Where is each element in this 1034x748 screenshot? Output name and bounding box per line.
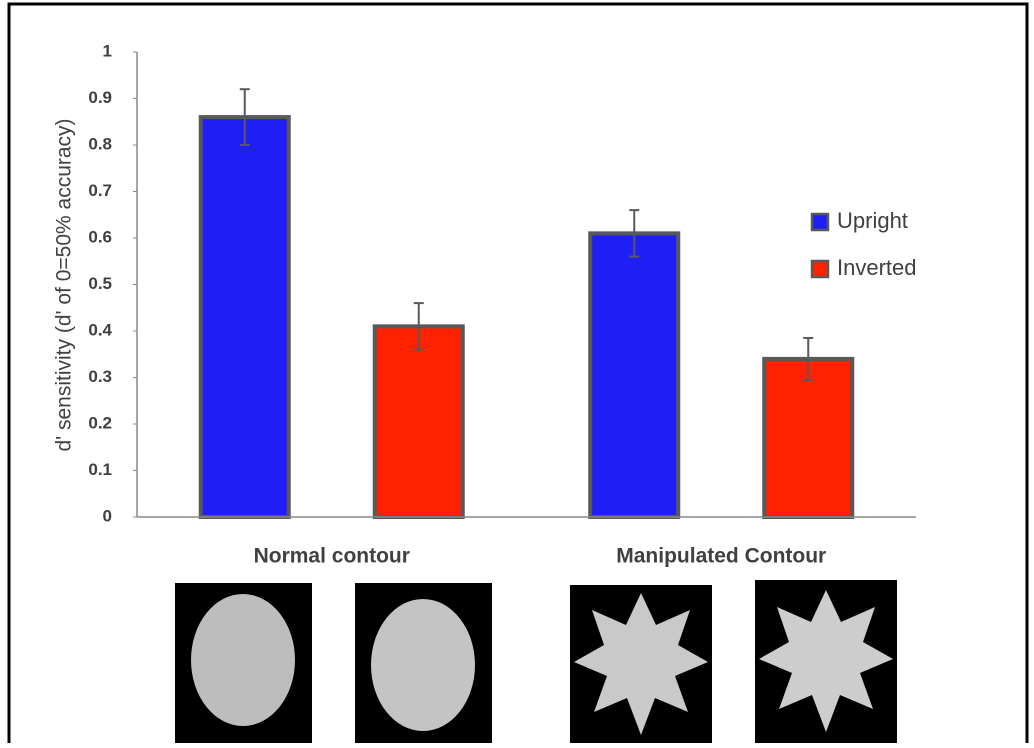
y-tick-label: 0.7 [88,181,112,200]
bar [201,117,289,517]
y-tick-label: 0.3 [88,367,112,386]
y-tick-label: 0.1 [88,460,112,479]
legend-label: Upright [837,208,908,233]
bar [375,326,463,517]
bar [764,359,852,517]
legend-label: Inverted [837,255,917,280]
face [371,599,475,731]
y-tick-label: 0 [103,506,112,525]
y-tick-label: 0.2 [88,413,112,432]
x-tick-label: Manipulated Contour [616,545,826,568]
y-tick-label: 0.6 [88,227,112,246]
y-tick-label: 1 [103,41,112,60]
y-axis-label: d' sensitivity (d' of 0=50% accuracy) [53,118,76,451]
x-tick-label: Normal contour [254,545,410,568]
y-tick-label: 0.8 [88,134,112,153]
y-tick-label: 0.4 [88,320,112,339]
bar [590,233,678,517]
face-images [175,580,897,743]
y-tick-label: 0.9 [88,88,112,107]
legend-swatch [812,261,828,277]
chart: d' sensitivity (d' of 0=50% accuracy) 0 0… [0,0,1034,743]
legend-swatch [812,214,828,230]
face [191,594,295,726]
y-tick-label: 0.5 [88,274,112,293]
